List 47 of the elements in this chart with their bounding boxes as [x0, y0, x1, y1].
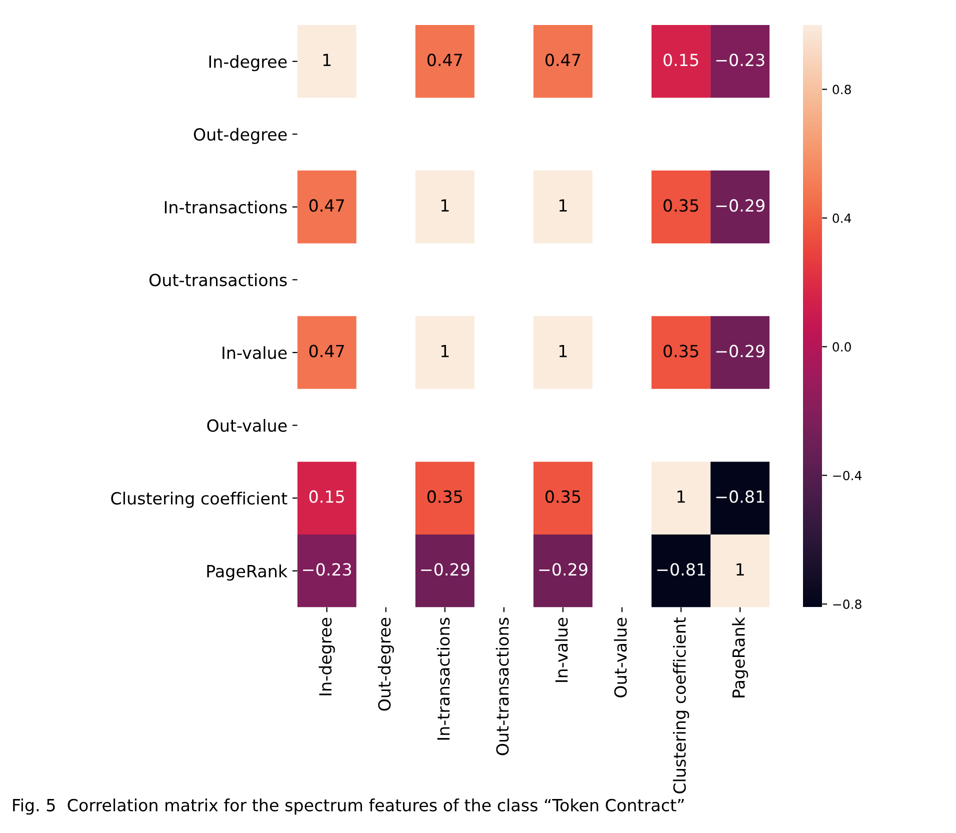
data-label: 0.35	[664, 344, 698, 358]
x-tick-label: In-degree	[318, 618, 335, 696]
data-label: −0.29	[421, 563, 470, 576]
data-label: 0.35	[427, 490, 462, 503]
data-label: −0.29	[539, 563, 588, 576]
x-tick-label: In-transactions	[436, 618, 450, 740]
y-tick-label: Clustering coefficient	[111, 492, 288, 508]
y-tick-label: In-value	[222, 346, 287, 360]
x-tick-label: Out-value	[614, 618, 627, 698]
y-tick-label: In-transactions	[164, 200, 287, 214]
data-label: −0.29	[716, 344, 764, 358]
data-label: 1	[323, 54, 331, 66]
data-label: −0.23	[716, 54, 764, 66]
y-tick-label: In-degree	[209, 55, 287, 72]
data-label: 0.47	[546, 54, 580, 66]
data-label: 0.15	[309, 490, 344, 503]
data-label: 0.35	[546, 490, 580, 503]
data-label: −0.81	[716, 490, 764, 503]
data-label: 1	[441, 344, 449, 358]
y-tick-label: Out-value	[207, 418, 287, 432]
data-label: 0.35	[664, 199, 698, 212]
color-bar-label: −0.4	[833, 470, 862, 480]
color-bar-label: 0.4	[832, 213, 852, 223]
y-tick-label: PageRank	[207, 564, 288, 581]
caption: Fig. 5 Correlation matrix for the spectrum features of the class “Token Contract”	[13, 798, 684, 815]
data-label: 1	[678, 490, 685, 503]
data-label: −0.81	[657, 563, 706, 576]
data-label: 0.47	[309, 344, 344, 358]
color-bar-label: 0.8	[832, 84, 851, 94]
data-label: −0.29	[716, 199, 764, 212]
data-label: 1	[736, 563, 744, 576]
x-tick-label: Out-degree	[378, 618, 394, 711]
data-label: 1	[559, 344, 567, 358]
color-bar-label: −0.8	[833, 600, 862, 609]
data-label: 0.15	[664, 54, 698, 66]
y-tick-label: Out-transactions	[149, 273, 287, 286]
x-tick-label: PageRank	[732, 617, 748, 698]
x-tick-label: Out-transactions	[496, 618, 509, 756]
data-label: 1	[559, 199, 567, 212]
data-label: 1	[441, 199, 449, 212]
color-bar-label: 0.0	[832, 342, 851, 352]
y-tick-label: Out-degree	[194, 128, 287, 144]
data-label: 0.47	[427, 54, 462, 66]
x-tick-label: In-value	[554, 618, 568, 682]
data-label: −0.23	[303, 563, 352, 576]
data-label: 0.47	[309, 199, 344, 212]
x-tick-label: Clustering coefficient	[672, 617, 690, 794]
